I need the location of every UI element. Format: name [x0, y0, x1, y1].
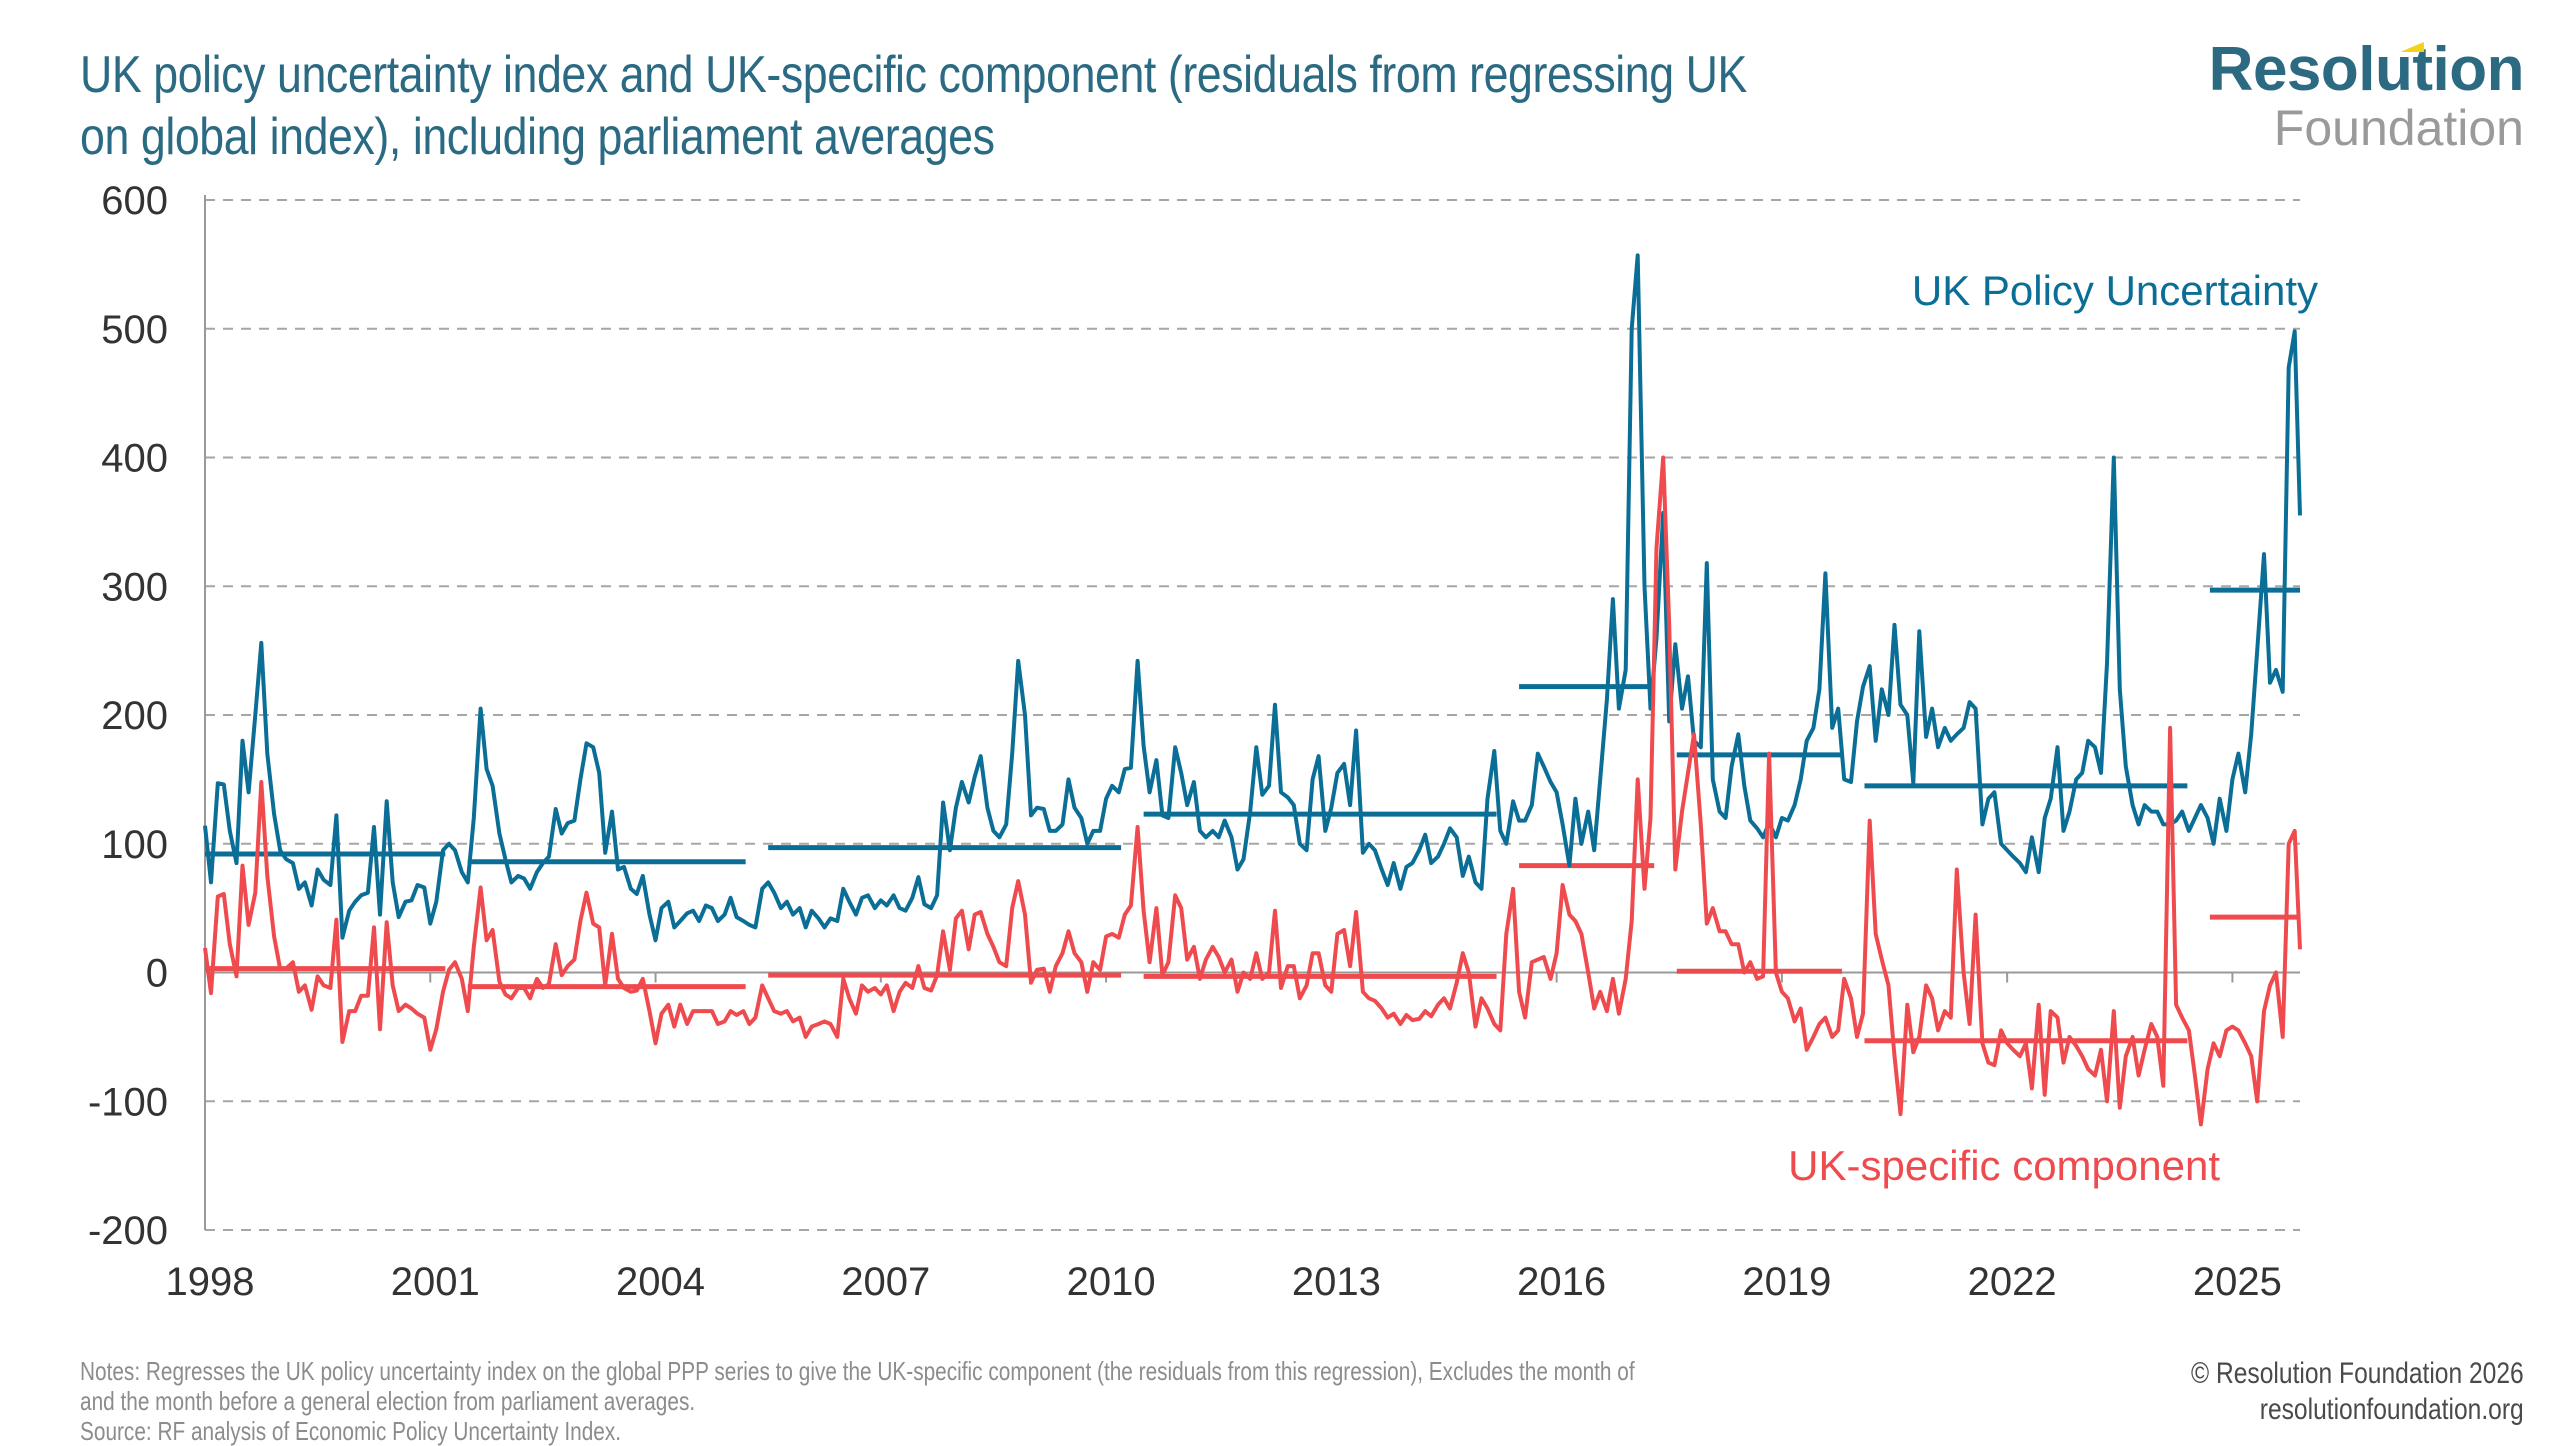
y-tick-label: 400: [101, 437, 168, 481]
series-lines: [203, 253, 2302, 1127]
y-tick-label: 500: [101, 308, 168, 352]
x-tick-label: 2001: [391, 1260, 480, 1304]
y-tick-label: -100: [88, 1080, 168, 1124]
x-tick-label: 2025: [2193, 1260, 2282, 1304]
x-tick-label: 2013: [1292, 1260, 1381, 1304]
series-label-uk-policy-uncertainty: UK Policy Uncertainty: [1912, 267, 2318, 314]
footer-notes: Notes: Regresses the UK policy uncertain…: [80, 1356, 1635, 1446]
logo-wordmark-top: Resolution: [2208, 35, 2525, 104]
uk-policy-uncertainty-line: [203, 253, 2302, 943]
y-tick-label: 0: [146, 952, 168, 996]
x-tick-label: 2016: [1517, 1260, 1606, 1304]
series-labels: UK Policy Uncertainty UK-specific compone…: [1788, 267, 2318, 1189]
y-tick-label: 100: [101, 823, 168, 867]
notes-line-2: and the month before a general election …: [80, 1386, 696, 1416]
website-link[interactable]: resolutionfoundation.org: [2260, 1393, 2524, 1426]
copyright-text: © Resolution Foundation 2026: [2191, 1357, 2524, 1390]
x-tick-label: 2007: [841, 1260, 930, 1304]
uk-specific-component-line: [203, 455, 2302, 1127]
x-tick-label: 2022: [1968, 1260, 2057, 1304]
gridlines: [205, 199, 2300, 1231]
y-tick-label: -200: [88, 1209, 168, 1253]
y-tick-label: 200: [101, 694, 168, 738]
notes-line-1: Notes: Regresses the UK policy uncertain…: [80, 1356, 1635, 1386]
chart-title-line-2: on global index), including parliament a…: [80, 108, 995, 166]
resolution-foundation-logo: Resolution Foundation: [2208, 35, 2525, 156]
x-tick-label: 2019: [1742, 1260, 1831, 1304]
x-tick-label: 2004: [616, 1260, 705, 1304]
footer-credits: © Resolution Foundation 2026 resolutionf…: [2191, 1356, 2524, 1428]
x-tick-label: 2010: [1067, 1260, 1156, 1304]
logo-text-resolution: Resolution: [2208, 35, 2525, 104]
chart-title: UK policy uncertainty index and UK-speci…: [80, 44, 1852, 168]
logo-text-foundation: Foundation: [2273, 100, 2524, 156]
y-tick-label: 600: [101, 179, 168, 223]
x-tick-label: 1998: [166, 1260, 255, 1304]
series-label-uk-specific-component: UK-specific component: [1788, 1142, 2220, 1189]
source-line: Source: RF analysis of Economic Policy U…: [80, 1416, 622, 1446]
y-tick-label: 300: [101, 565, 168, 609]
axes: -200 -100 0 100 200 300 400 500 600 1998 2001 2004 2…: [88, 179, 2282, 1304]
chart-title-line-1: UK policy uncertainty index and UK-speci…: [80, 46, 1747, 104]
